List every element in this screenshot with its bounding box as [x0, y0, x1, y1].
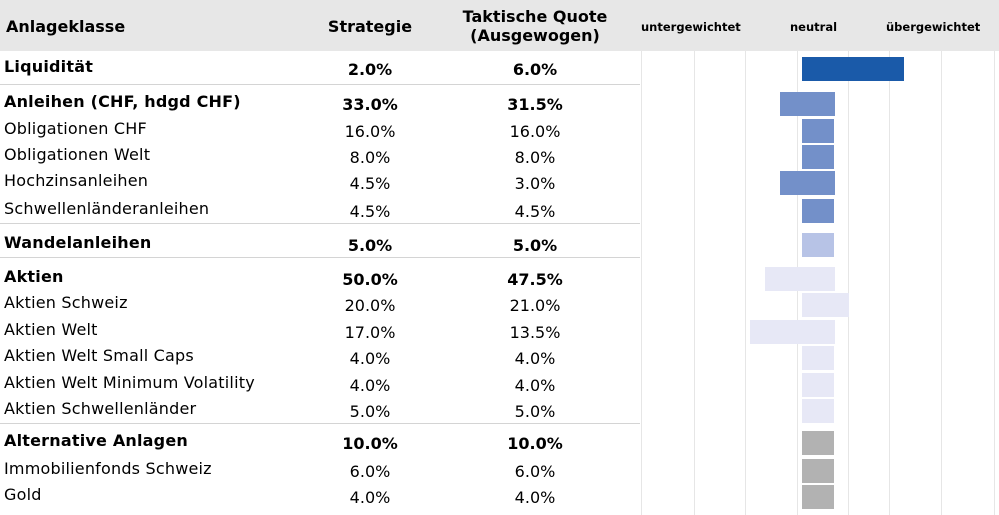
gridline: [694, 51, 695, 515]
strategy-value: 8.0%: [349, 148, 391, 167]
strategy-value: 50.0%: [342, 270, 398, 289]
strategy-value: 17.0%: [344, 323, 396, 342]
asset-class-label: Gold: [4, 485, 42, 504]
asset-class-label: Alternative Anlagen: [4, 431, 188, 450]
tactical-value: 4.0%: [514, 349, 556, 368]
asset-class-label: Aktien Welt Minimum Volatility: [4, 373, 255, 392]
tactical-value: 16.0%: [509, 122, 561, 141]
strategy-value: 4.0%: [349, 349, 391, 368]
tactical-value: 6.0%: [514, 462, 556, 481]
asset-class-label: Aktien Welt Small Caps: [4, 346, 194, 365]
tactical-value: 8.0%: [514, 148, 556, 167]
tactical-value: 13.5%: [509, 323, 561, 342]
header-tactical-line2: (Ausgewogen): [470, 26, 600, 45]
asset-class-label: Obligationen Welt: [4, 145, 151, 164]
row-separator: [0, 84, 640, 85]
tactical-value: 10.0%: [507, 434, 563, 453]
asset-class-label: Liquidität: [4, 57, 94, 76]
strategy-value: 4.5%: [349, 174, 391, 193]
tactical-value: 6.0%: [512, 60, 558, 79]
header-strategy: Strategie: [327, 17, 413, 36]
asset-class-label: Obligationen CHF: [4, 119, 147, 138]
tactical-value: 31.5%: [507, 95, 563, 114]
asset-class-label: Aktien Schweiz: [4, 293, 128, 312]
tactical-value: 5.0%: [514, 402, 556, 421]
row-separator: [0, 257, 640, 258]
gridline: [889, 51, 890, 515]
row-separator: [0, 223, 640, 224]
asset-class-label: Anleihen (CHF, hdgd CHF): [4, 92, 241, 111]
allocation-bar: [802, 485, 834, 509]
tactical-value: 4.0%: [514, 488, 556, 507]
strategy-value: 16.0%: [344, 122, 396, 141]
allocation-bar: [802, 145, 834, 169]
table-header: [0, 0, 999, 51]
gridline: [641, 51, 642, 515]
scale-label-under: untergewichtet: [641, 20, 741, 34]
tactical-value: 4.0%: [514, 376, 556, 395]
gridline: [941, 51, 942, 515]
asset-class-label: Immobilienfonds Schweiz: [4, 459, 212, 478]
allocation-bar: [802, 199, 834, 223]
header-tactical: Taktische Quote (Ausgewogen): [450, 7, 620, 45]
gridline: [848, 51, 849, 515]
tactical-value: 5.0%: [512, 236, 558, 255]
header-asset-class: Anlageklasse: [6, 17, 126, 36]
asset-class-label: Aktien Welt: [4, 320, 98, 339]
allocation-bar: [802, 233, 834, 257]
header-tactical-line1: Taktische Quote: [462, 7, 608, 26]
strategy-value: 4.5%: [349, 202, 391, 221]
asset-class-label: Schwellenländeranleihen: [4, 199, 210, 218]
allocation-bar: [802, 399, 834, 423]
allocation-bar: [780, 92, 835, 116]
asset-class-label: Hochzinsanleihen: [4, 171, 149, 190]
asset-class-label: Aktien: [4, 267, 64, 286]
allocation-bar: [802, 346, 834, 370]
strategy-value: 5.0%: [349, 402, 391, 421]
allocation-bar: [750, 320, 835, 344]
allocation-bar: [802, 293, 849, 317]
allocation-bar: [802, 431, 834, 455]
strategy-value: 2.0%: [347, 60, 393, 79]
strategy-value: 20.0%: [344, 296, 396, 315]
scale-label-over: übergewichtet: [886, 20, 981, 34]
strategy-value: 10.0%: [342, 434, 398, 453]
asset-class-label: Aktien Schwellenländer: [4, 399, 197, 418]
allocation-bar: [802, 57, 904, 81]
allocation-bar: [802, 373, 834, 397]
tactical-value: 4.5%: [514, 202, 556, 221]
gridline: [745, 51, 746, 515]
strategy-value: 33.0%: [342, 95, 398, 114]
strategy-value: 6.0%: [349, 462, 391, 481]
allocation-bar: [802, 119, 834, 143]
gridline: [994, 51, 995, 515]
allocation-bar: [802, 459, 834, 483]
tactical-value: 21.0%: [509, 296, 561, 315]
strategy-value: 5.0%: [347, 236, 393, 255]
allocation-bar: [780, 171, 835, 195]
scale-label-neutral: neutral: [790, 20, 838, 34]
row-separator: [0, 423, 640, 424]
tactical-value: 47.5%: [507, 270, 563, 289]
allocation-bar: [765, 267, 835, 291]
strategy-value: 4.0%: [349, 376, 391, 395]
strategy-value: 4.0%: [349, 488, 391, 507]
tactical-value: 3.0%: [514, 174, 556, 193]
asset-class-label: Wandelanleihen: [4, 233, 152, 252]
